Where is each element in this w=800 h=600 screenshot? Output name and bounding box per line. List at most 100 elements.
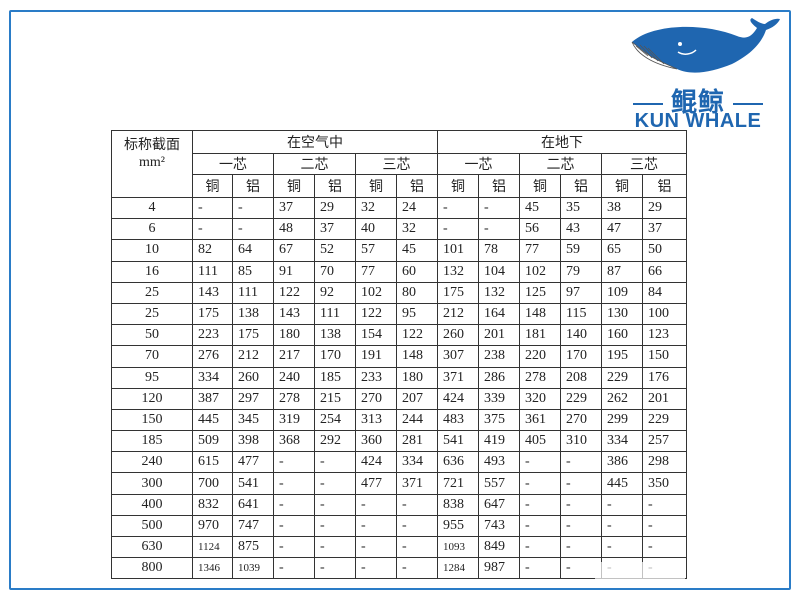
value-cell: 240: [273, 366, 315, 389]
size-cell: 70: [111, 345, 193, 368]
value-cell: 405: [519, 430, 561, 453]
core-type-header: 三芯: [601, 153, 687, 175]
value-cell: 111: [232, 281, 274, 304]
value-cell: 849: [478, 535, 520, 559]
value-cell: 160: [601, 324, 643, 347]
value-cell: 100: [642, 302, 687, 326]
value-cell: 615: [192, 451, 233, 474]
value-cell: 138: [314, 324, 356, 347]
value-cell: 66: [642, 260, 687, 283]
value-cell: 215: [314, 387, 356, 410]
value-cell: 122: [396, 324, 438, 347]
value-cell: 1346: [192, 557, 233, 580]
value-cell: 43: [560, 218, 602, 241]
value-cell: -: [396, 535, 438, 559]
size-cell: 630: [111, 535, 193, 559]
value-cell: -: [437, 218, 479, 241]
value-cell: 132: [437, 260, 479, 283]
value-cell: 84: [642, 281, 687, 304]
value-cell: 721: [437, 472, 479, 495]
value-cell: 360: [355, 430, 397, 453]
value-cell: 334: [396, 451, 438, 474]
value-cell: 557: [478, 472, 520, 495]
value-cell: 70: [314, 260, 356, 283]
value-cell: 85: [232, 260, 274, 283]
value-cell: 350: [642, 472, 687, 495]
material-header: 铜: [601, 174, 643, 198]
value-cell: 201: [642, 387, 687, 410]
value-cell: 29: [642, 196, 687, 220]
value-cell: 56: [519, 218, 561, 241]
value-cell: 37: [314, 218, 356, 241]
value-cell: 371: [437, 366, 479, 389]
table-row: 6- -48 37 40 32- -56 43 47 37: [111, 218, 687, 241]
material-header: 铜: [519, 174, 561, 198]
value-cell: 148: [519, 302, 561, 326]
value-cell: 87: [601, 260, 643, 283]
value-cell: 223: [192, 324, 233, 347]
value-cell: 29: [314, 196, 356, 220]
core-type-header: 三芯: [355, 153, 438, 175]
value-cell: -: [560, 514, 602, 538]
material-header: 铜: [355, 174, 397, 198]
value-cell: 82: [192, 239, 233, 262]
size-cell: 500: [111, 514, 193, 538]
value-cell: -: [560, 472, 602, 495]
value-cell: 1093: [437, 535, 479, 559]
value-cell: 276: [192, 345, 233, 368]
value-cell: 229: [560, 387, 602, 410]
size-cell: 185: [111, 430, 193, 453]
value-cell: 238: [478, 345, 520, 368]
value-cell: 125: [519, 281, 561, 304]
table-row: 50 223 175 180 138 154 122 260 201 181 140 160 123: [111, 324, 687, 347]
value-cell: -: [192, 196, 233, 220]
value-cell: 45: [519, 196, 561, 220]
value-cell: -: [601, 514, 643, 538]
value-cell: -: [396, 493, 438, 516]
value-cell: -: [396, 514, 438, 538]
value-cell: 229: [601, 366, 643, 389]
value-cell: 48: [273, 218, 315, 241]
value-cell: 67: [273, 239, 315, 262]
value-cell: 38: [601, 196, 643, 220]
value-cell: 52: [314, 239, 356, 262]
value-cell: -: [355, 514, 397, 538]
value-cell: 164: [478, 302, 520, 326]
size-cell: 10: [111, 239, 193, 262]
value-cell: 371: [396, 472, 438, 495]
value-cell: 339: [478, 387, 520, 410]
value-cell: 57: [355, 239, 397, 262]
table-row: 25 175 138 143 111 122 95 212 164 148 115 130 100: [111, 302, 687, 326]
value-cell: 743: [478, 514, 520, 538]
size-cell: 6: [111, 218, 193, 241]
value-cell: 319: [273, 408, 315, 432]
value-cell: 286: [478, 366, 520, 389]
value-cell: 32: [396, 218, 438, 241]
core-type-header: 一芯: [437, 153, 520, 175]
group-header: 在空气中: [192, 130, 438, 154]
value-cell: 176: [642, 366, 687, 389]
image-frame: [9, 10, 791, 590]
brand-en: KUN WHALE: [634, 110, 762, 132]
value-cell: -: [642, 493, 687, 516]
value-cell: 191: [355, 345, 397, 368]
value-cell: 345: [232, 408, 274, 432]
value-cell: 143: [273, 302, 315, 326]
value-cell: 541: [232, 472, 274, 495]
value-cell: 297: [232, 387, 274, 410]
value-cell: -: [314, 514, 356, 538]
value-cell: 229: [642, 408, 687, 432]
value-cell: 59: [560, 239, 602, 262]
value-cell: 1124: [192, 535, 233, 559]
value-cell: 97: [560, 281, 602, 304]
value-cell: 387: [192, 387, 233, 410]
table-row: 500 970 747- - - -955 743- - - -: [111, 514, 687, 538]
value-cell: 32: [355, 196, 397, 220]
value-cell: 65: [601, 239, 643, 262]
value-cell: 636: [437, 451, 479, 474]
value-cell: 45: [396, 239, 438, 262]
value-cell: 50: [642, 239, 687, 262]
table-row: 120 387 297 278 215 270 207 424 339 320 229 262 201: [111, 387, 687, 410]
whale-icon: [631, 18, 780, 73]
value-cell: 77: [355, 260, 397, 283]
